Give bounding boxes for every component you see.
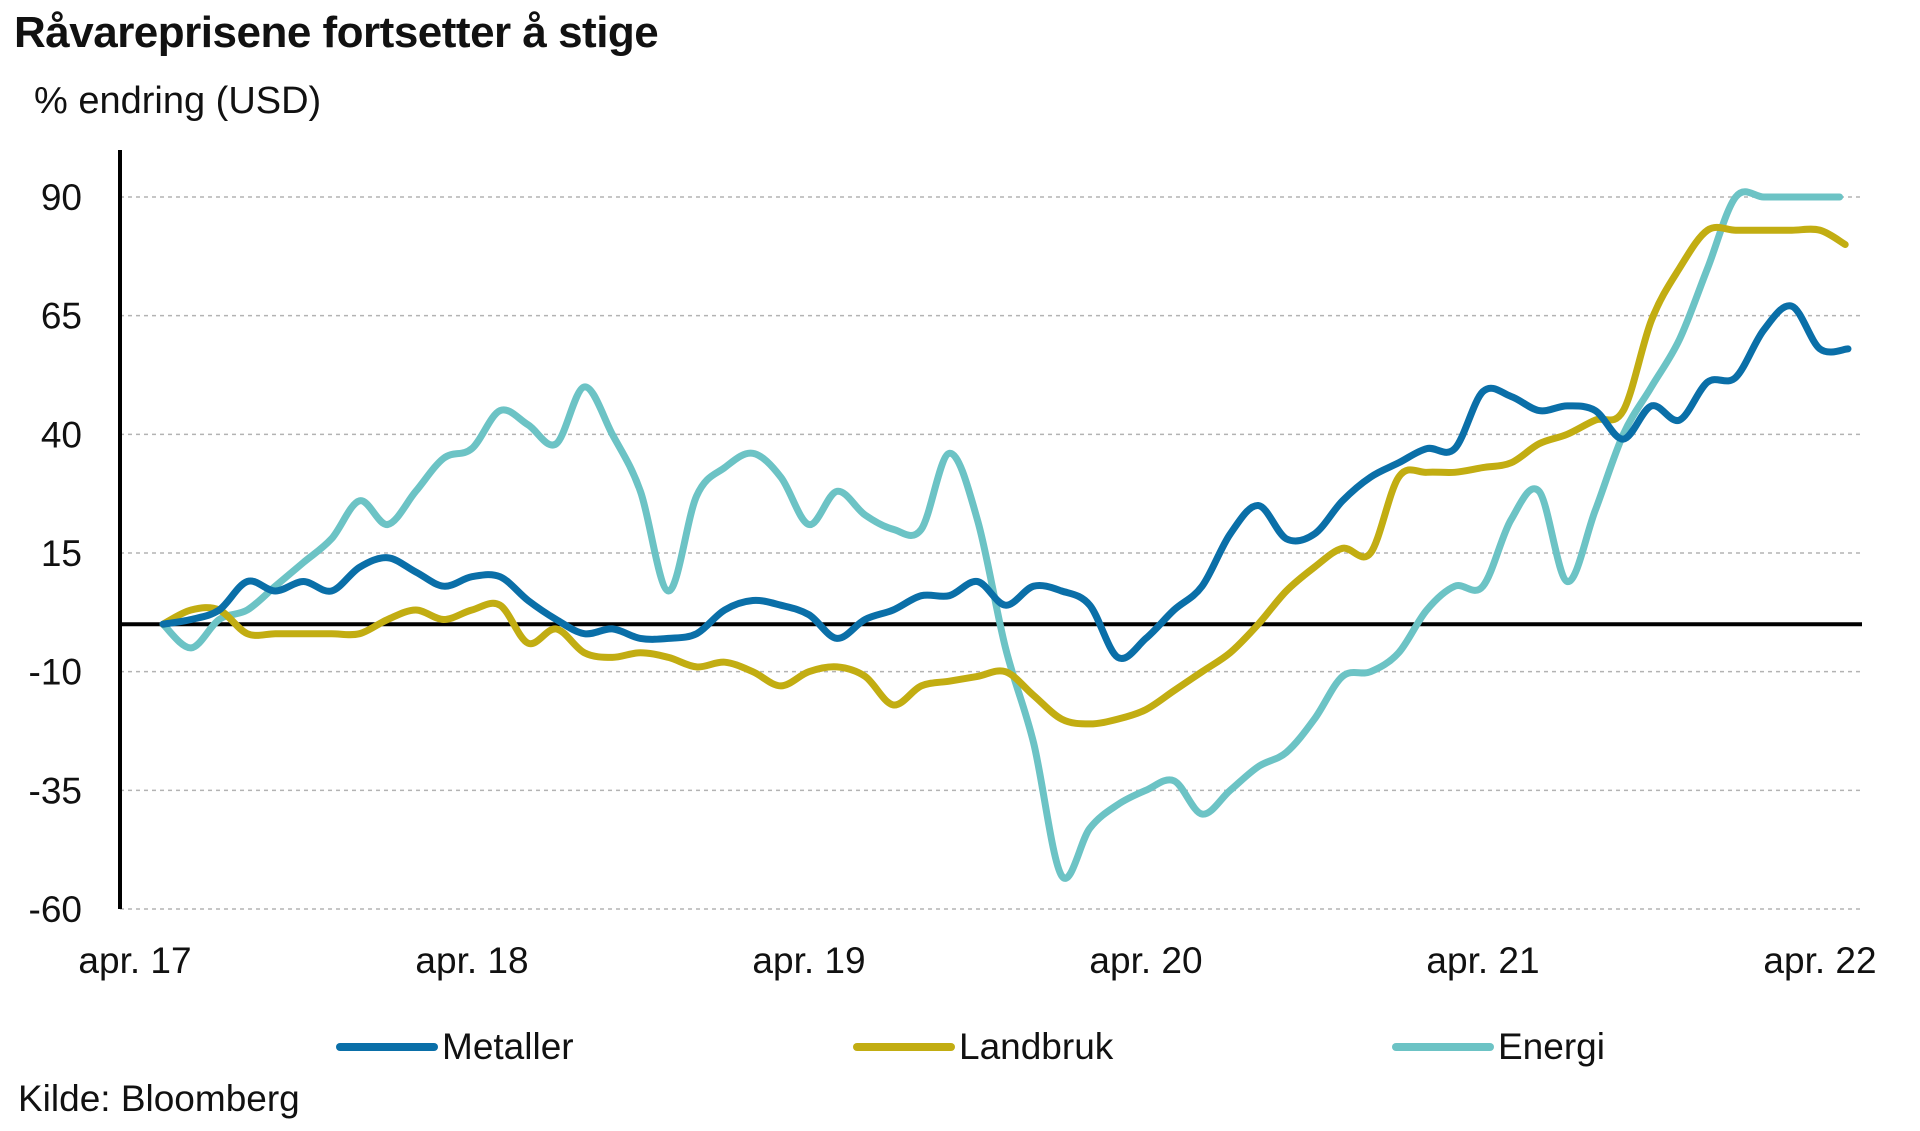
x-tick-label: apr. 21 <box>1426 940 1539 981</box>
y-tick-label: 65 <box>41 296 82 337</box>
y-tick-label: 90 <box>41 177 82 218</box>
series-line-energi <box>159 188 1844 882</box>
chart-title: Råvareprisene fortsetter å stige <box>14 8 659 57</box>
y-axis-tick-labels: 90 65 40 15 -10 -35 -60 <box>29 177 82 930</box>
legend-item-energi: Energi <box>1392 1022 1605 1072</box>
x-axis-tick-labels: apr. 17 apr. 18 apr. 19 apr. 20 apr. 21 apr. … <box>78 940 1876 981</box>
source-note: Kilde: Bloomberg <box>18 1078 300 1119</box>
y-axis-unit-label: % endring (USD) <box>34 80 322 122</box>
legend-label-energi: Energi <box>1498 1026 1605 1067</box>
y-tick-label: -35 <box>29 770 82 811</box>
x-tick-label: apr. 18 <box>415 940 528 981</box>
series-lines <box>159 188 1852 882</box>
x-tick-label: apr. 20 <box>1089 940 1202 981</box>
legend-item-landbruk: Landbruk <box>853 1022 1113 1072</box>
x-tick-label: apr. 22 <box>1763 940 1876 981</box>
series-line-metaller <box>159 302 1852 662</box>
x-tick-label: apr. 19 <box>752 940 865 981</box>
gridlines <box>120 196 1862 910</box>
y-tick-label: -60 <box>29 889 82 930</box>
series-line-landbruk <box>159 223 1849 728</box>
x-tick-label: apr. 17 <box>78 940 191 981</box>
legend-swatch-energi <box>1392 1043 1494 1051</box>
y-tick-label: -10 <box>29 652 82 693</box>
y-tick-label: 15 <box>41 533 82 574</box>
legend-swatch-metaller <box>336 1043 438 1051</box>
legend-item-metaller: Metaller <box>336 1022 574 1072</box>
legend-swatch-landbruk <box>853 1043 955 1051</box>
y-tick-label: 40 <box>41 414 82 455</box>
legend-label-metaller: Metaller <box>442 1026 574 1067</box>
legend-label-landbruk: Landbruk <box>959 1026 1114 1067</box>
